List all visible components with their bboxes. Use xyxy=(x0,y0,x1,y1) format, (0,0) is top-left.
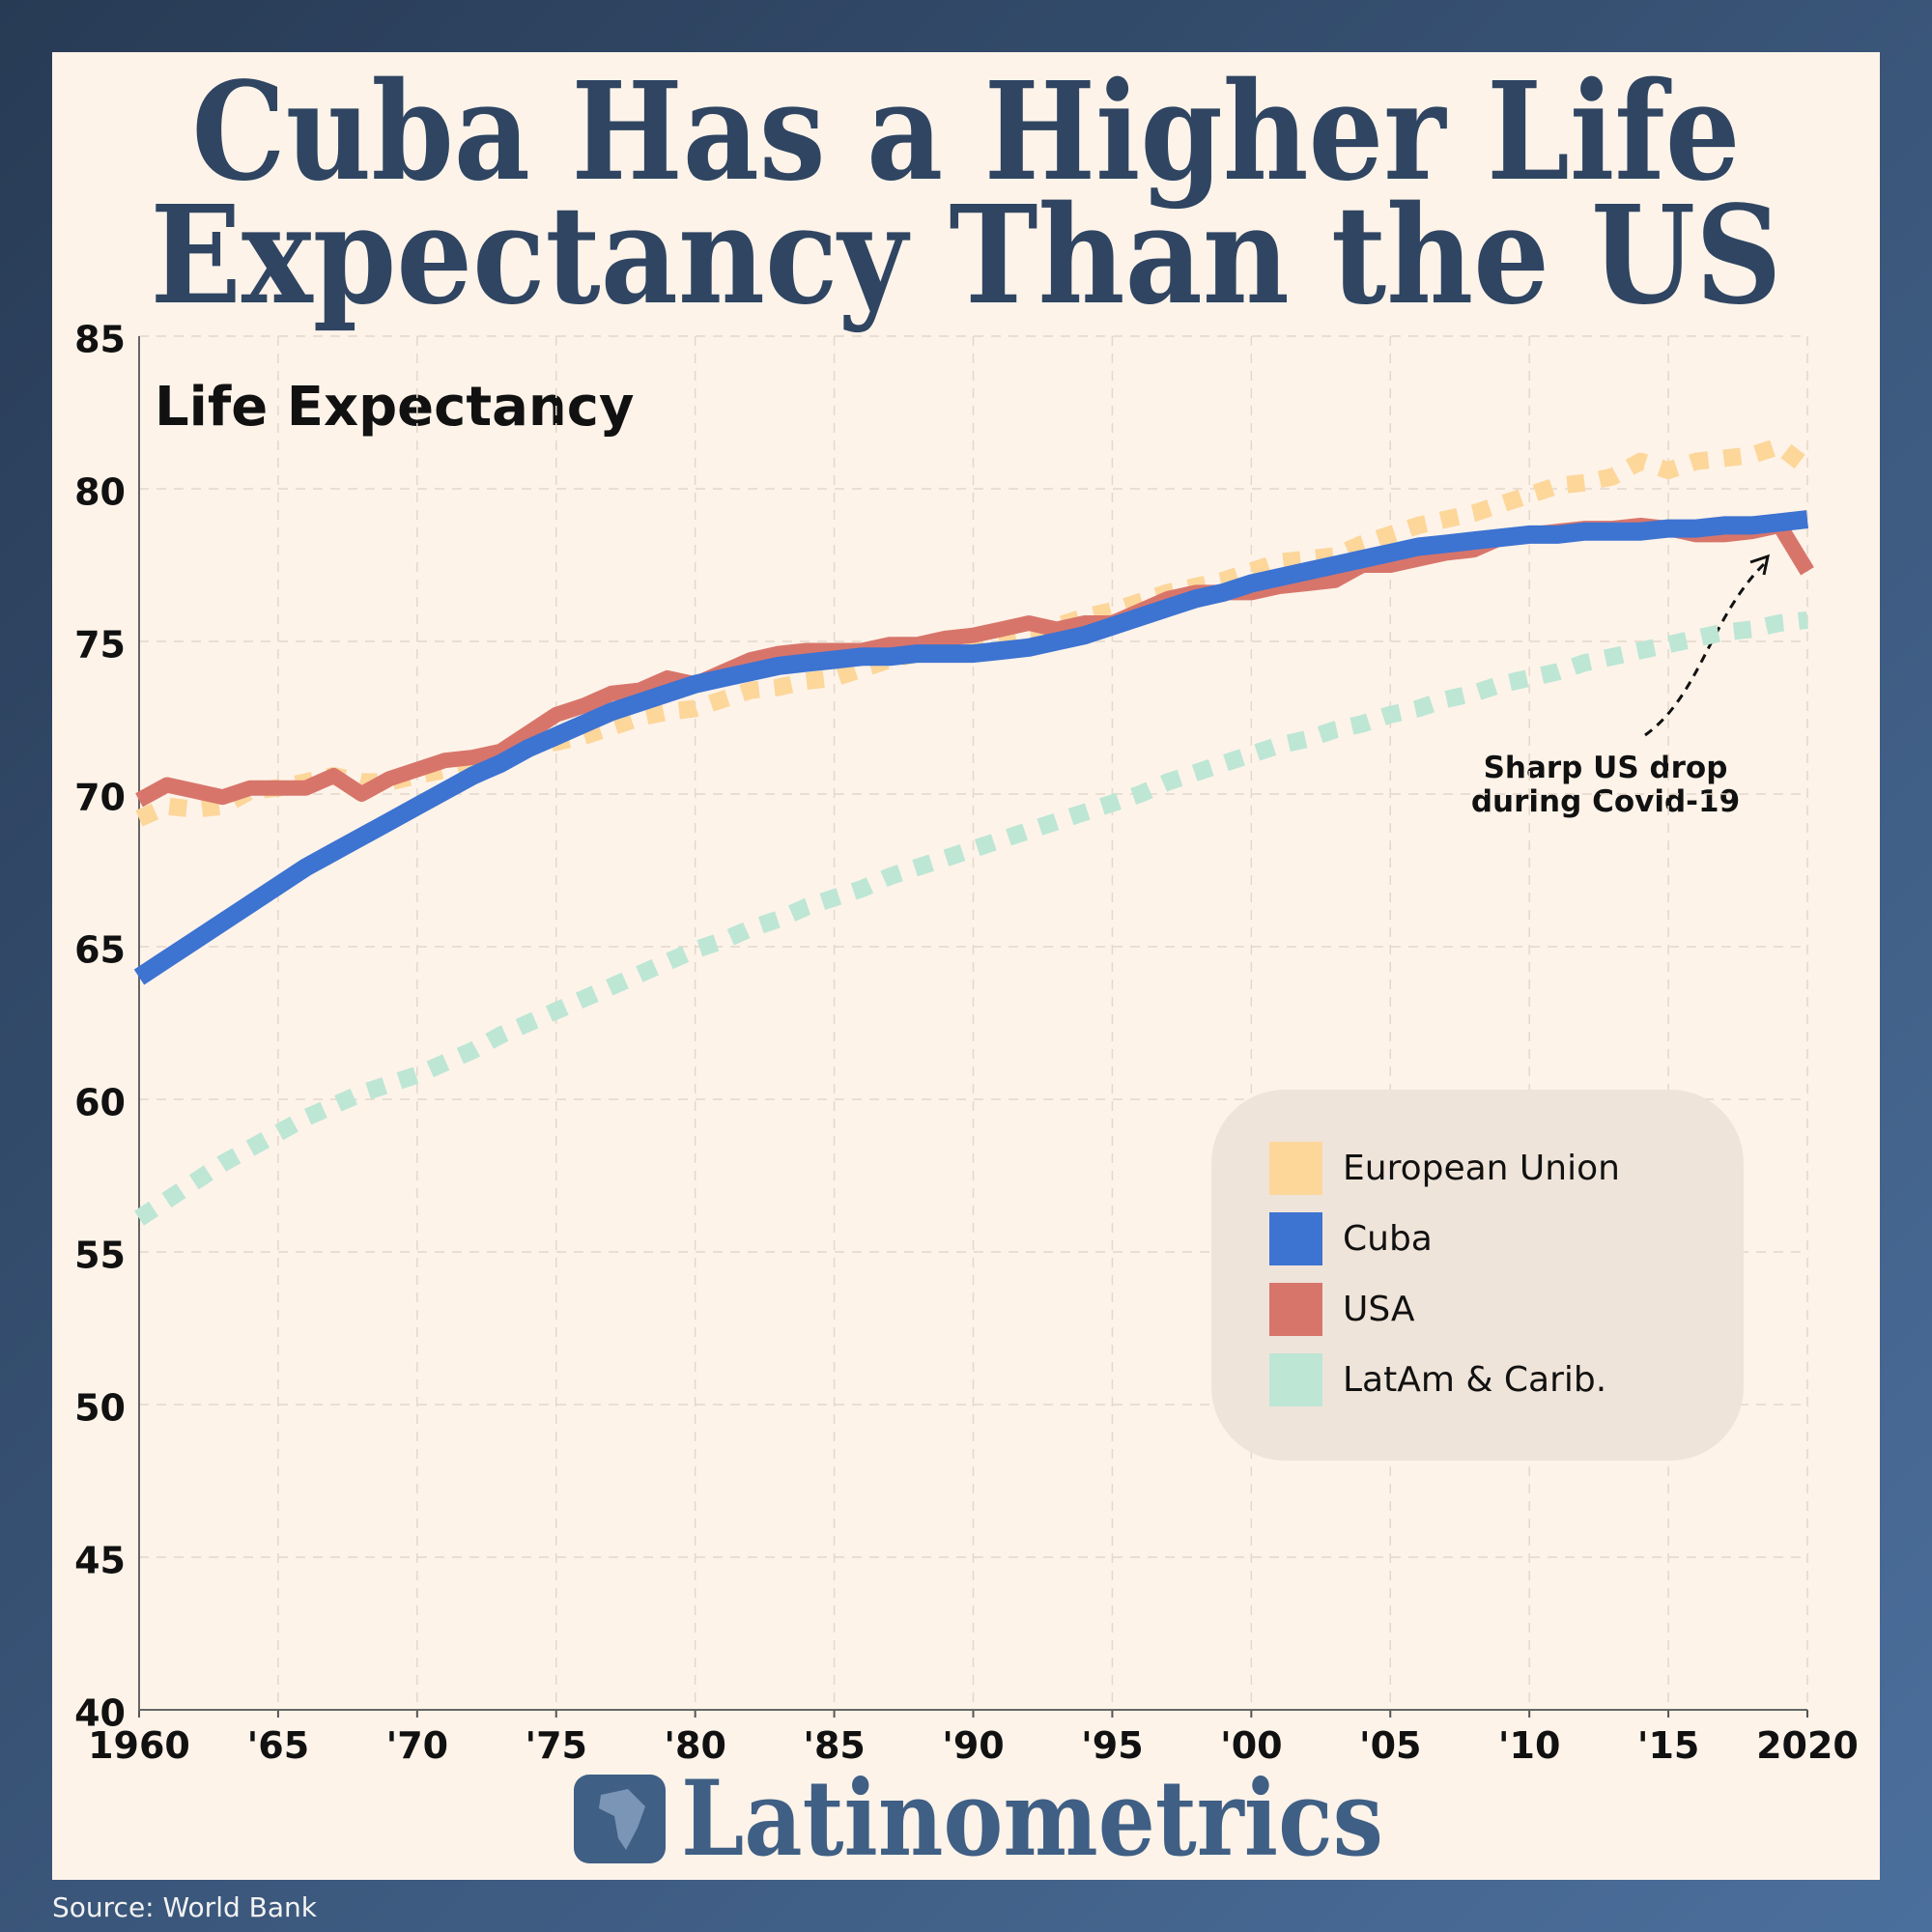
annotation-arrowhead xyxy=(1749,554,1771,576)
y-tick-label: 40 xyxy=(74,1692,126,1735)
y-tick-label: 45 xyxy=(74,1540,126,1582)
legend-box xyxy=(1211,1090,1744,1461)
x-tick-label: '80 xyxy=(664,1724,726,1767)
legend-swatch xyxy=(1269,1283,1322,1336)
brand-logo-map xyxy=(599,1789,645,1850)
brand: Latinometrics xyxy=(681,1758,1383,1880)
legend-swatch xyxy=(1269,1212,1322,1265)
legend-swatch xyxy=(1269,1142,1322,1195)
y-tick-label: 55 xyxy=(74,1235,126,1277)
chart-title: Expectancy Than the US xyxy=(151,177,1782,335)
y-tick-label: 80 xyxy=(74,471,126,514)
legend-label: LatAm & Carib. xyxy=(1343,1360,1606,1400)
y-tick-label: 60 xyxy=(74,1082,126,1124)
chart-title: Cuba Has a Higher Life xyxy=(192,53,1741,212)
y-tick-label: 50 xyxy=(74,1387,126,1430)
x-tick-label: '85 xyxy=(803,1724,866,1767)
annotation-arrow xyxy=(1644,562,1766,737)
plot-area: 40 45 50 55 60 65 70 75 80 85 1960 '65 '70 '75 '80 '85 '… xyxy=(74,319,1859,1768)
x-tick-label: '10 xyxy=(1498,1724,1561,1767)
x-tick-label: '65 xyxy=(247,1724,310,1767)
legend-swatch xyxy=(1269,1353,1322,1406)
series-line xyxy=(133,510,1809,985)
x-tick-label: '75 xyxy=(525,1724,587,1767)
x-tick-label: '70 xyxy=(386,1724,449,1767)
x-tick-label: '05 xyxy=(1359,1724,1422,1767)
x-tick-label: 1960 xyxy=(88,1724,190,1767)
panel xyxy=(52,52,1880,1880)
x-tick-label: '15 xyxy=(1637,1724,1700,1767)
y-tick-label: 65 xyxy=(74,929,126,972)
x-tick-label: '00 xyxy=(1220,1724,1283,1767)
chart-subtitle: Life Expectancy xyxy=(155,376,634,439)
annotation: during Covid-19 xyxy=(1471,784,1740,819)
legend-label: European Union xyxy=(1343,1149,1620,1188)
legend: European Union Cuba USA LatAm & Carib. xyxy=(1211,1090,1744,1461)
legend-label: USA xyxy=(1343,1290,1415,1329)
annotation: Sharp US drop xyxy=(1484,751,1728,785)
source: Source: World Bank xyxy=(52,1891,318,1923)
y-tick-label: 75 xyxy=(74,624,126,667)
y-tick-label: 70 xyxy=(74,777,126,819)
legend-label: Cuba xyxy=(1343,1219,1433,1259)
x-tick-label: 2020 xyxy=(1756,1724,1859,1767)
x-tick-label: '90 xyxy=(942,1724,1005,1767)
x-tick-label: '95 xyxy=(1081,1724,1144,1767)
y-tick-label: 85 xyxy=(74,319,126,361)
